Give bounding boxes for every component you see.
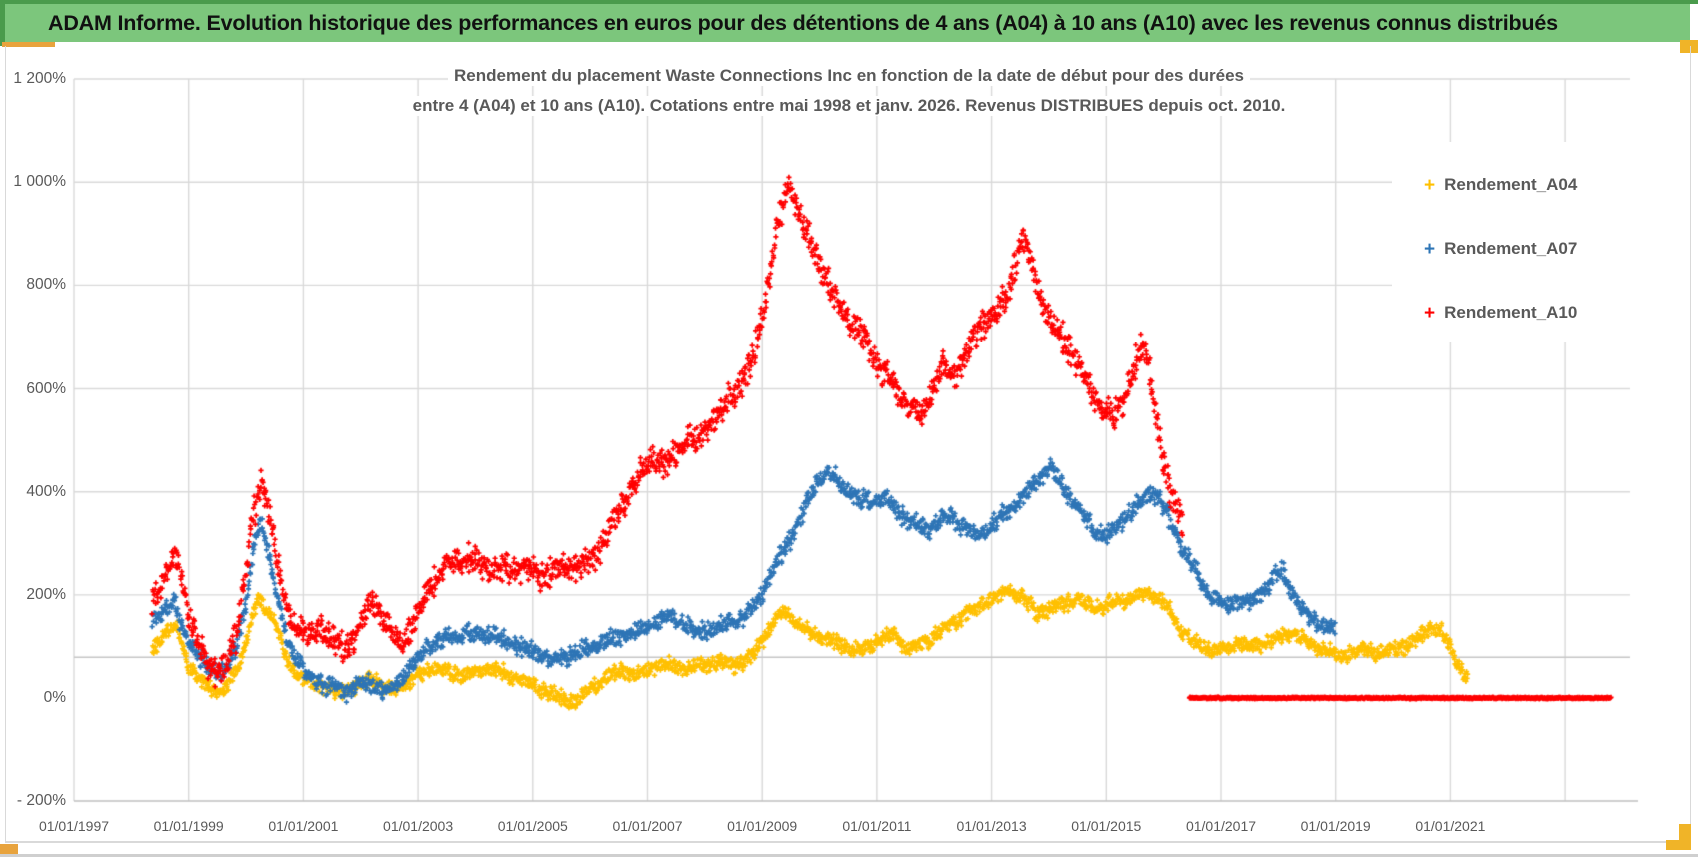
x-tick-label: 01/01/1999: [153, 818, 224, 834]
y-tick-label: - 200%: [16, 792, 66, 810]
x-tick-label: 01/01/2013: [956, 818, 1027, 834]
legend-marker-icon: +: [1424, 174, 1436, 196]
selection-corner-bottom-right-arm: [1666, 840, 1691, 850]
x-tick-label: 01/01/2001: [268, 818, 339, 834]
x-tick-label: 01/01/2015: [1071, 818, 1142, 834]
y-tick-label: 1 000%: [13, 173, 66, 191]
right-hairline: [1690, 46, 1691, 841]
legend-marker-icon: +: [1424, 302, 1436, 324]
x-tick-label: 01/01/2019: [1300, 818, 1371, 834]
x-tick-label: 01/01/2005: [497, 818, 568, 834]
x-tick-label: 01/01/1997: [38, 818, 110, 834]
x-tick-label: 01/01/2009: [727, 818, 798, 834]
legend-label: Rendement_A07: [1444, 239, 1578, 258]
x-tick-label: 01/01/2003: [383, 818, 454, 834]
x-tick-label: 01/01/2017: [1185, 818, 1257, 834]
y-tick-label: 200%: [26, 585, 66, 603]
x-tick-label: 01/01/2021: [1415, 818, 1486, 834]
y-tick-label: 800%: [26, 276, 66, 294]
bottom-separator-line: [5, 841, 1690, 843]
x-tick-label: 01/01/2007: [612, 818, 683, 834]
selection-mark-bottom-left: [0, 844, 18, 854]
y-tick-label: 600%: [26, 379, 66, 397]
legend-item-rendement_a04[interactable]: + Rendement_A04: [1424, 175, 1577, 195]
legend-background: [1392, 142, 1638, 342]
legend-item-rendement_a10[interactable]: + Rendement_A10: [1424, 303, 1577, 323]
x-tick-label: 01/01/2011: [842, 818, 912, 834]
legend-marker-icon: +: [1424, 238, 1436, 260]
y-tick-label: 400%: [26, 482, 66, 500]
page-bottom-border: [0, 854, 1698, 857]
y-tick-label: 0%: [43, 689, 66, 706]
left-hairline: [5, 46, 6, 841]
legend-label: Rendement_A10: [1444, 303, 1578, 322]
legend-label: Rendement_A04: [1444, 175, 1578, 194]
legend-item-rendement_a07[interactable]: + Rendement_A07: [1424, 239, 1577, 259]
y-tick-label: 1 200%: [13, 70, 66, 88]
